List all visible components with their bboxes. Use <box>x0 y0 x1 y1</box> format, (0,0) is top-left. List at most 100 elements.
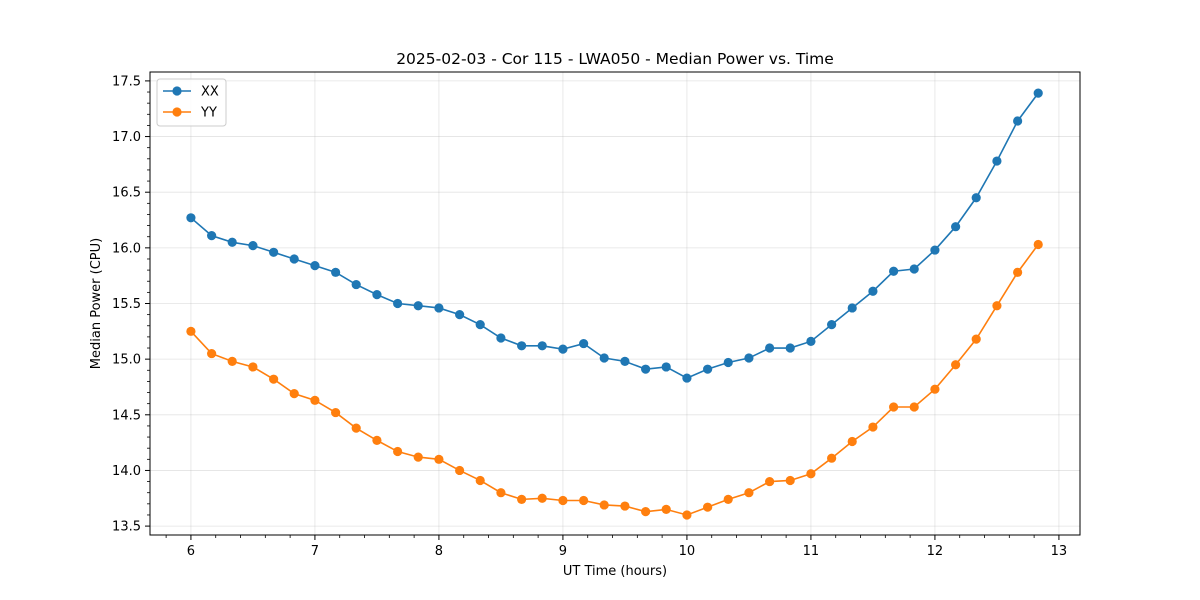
legend-label: XX <box>201 85 219 100</box>
data-point-yy <box>579 495 589 506</box>
data-point-xx <box>537 341 547 351</box>
data-point-yy <box>620 501 630 511</box>
data-point-yy <box>207 348 217 359</box>
data-point-xx <box>434 303 444 313</box>
data-point-xx <box>455 310 465 320</box>
data-point-xx <box>372 289 382 300</box>
data-point-yy <box>909 402 919 412</box>
x-tick-label: 13 <box>1051 544 1068 559</box>
data-point-xx <box>517 341 527 351</box>
data-point-xx <box>951 222 961 232</box>
data-point-xx <box>992 156 1002 166</box>
legend-entry-xx: XX <box>163 85 219 100</box>
data-point-xx <box>889 266 899 276</box>
data-point-yy <box>827 453 837 463</box>
data-point-xx <box>847 303 857 313</box>
data-point-xx <box>682 373 692 383</box>
x-tick-label: 10 <box>679 544 696 559</box>
data-point-yy <box>806 469 816 479</box>
data-point-yy <box>951 360 961 370</box>
data-point-yy <box>744 488 754 498</box>
data-point-xx <box>620 356 630 366</box>
data-point-xx <box>248 241 258 251</box>
legend-label: YY <box>200 106 217 121</box>
x-tick-label: 11 <box>803 544 820 559</box>
data-point-yy <box>310 395 320 405</box>
data-point-yy <box>785 475 795 486</box>
data-point-yy <box>227 356 237 366</box>
data-point-xx <box>227 237 237 247</box>
data-point-xx <box>971 193 981 203</box>
data-point-yy <box>393 446 403 457</box>
y-axis-label: Median Power (CPU) <box>89 238 104 369</box>
data-point-xx <box>661 362 671 372</box>
data-point-xx <box>579 338 589 349</box>
data-point-yy <box>723 494 733 504</box>
data-point-yy <box>971 334 981 344</box>
legend-marker <box>172 107 182 117</box>
data-point-yy <box>930 384 940 394</box>
series-yy <box>186 239 1043 520</box>
data-point-xx <box>186 213 196 223</box>
data-point-yy <box>868 422 878 432</box>
data-point-yy <box>661 504 671 515</box>
data-point-xx <box>806 336 816 346</box>
series-xx <box>186 88 1043 383</box>
data-point-yy <box>641 507 651 517</box>
data-point-yy <box>351 423 361 433</box>
data-point-xx <box>269 247 279 257</box>
y-tick-label: 14.0 <box>112 464 141 479</box>
data-point-yy <box>537 493 547 503</box>
data-point-yy <box>434 454 444 464</box>
data-point-yy <box>889 402 899 412</box>
data-point-xx <box>351 279 361 290</box>
data-point-yy <box>496 488 506 498</box>
data-point-xx <box>703 364 713 374</box>
data-point-yy <box>992 301 1002 311</box>
data-point-xx <box>599 353 609 363</box>
y-tick-label: 15.0 <box>112 353 141 368</box>
data-point-yy <box>331 407 341 418</box>
chart-title: 2025-02-03 - Cor 115 - LWA050 - Median P… <box>396 50 834 68</box>
data-point-yy <box>186 326 196 336</box>
data-point-xx <box>765 343 775 353</box>
data-point-yy <box>558 495 568 506</box>
data-point-xx <box>496 333 506 343</box>
data-point-xx <box>289 254 299 264</box>
data-point-yy <box>455 465 465 476</box>
x-tick-label: 7 <box>311 544 319 559</box>
data-point-xx <box>1033 88 1043 98</box>
data-point-xx <box>930 245 940 255</box>
data-point-xx <box>723 357 733 368</box>
data-point-yy <box>682 510 692 520</box>
data-point-xx <box>310 261 320 271</box>
data-point-yy <box>289 389 299 399</box>
data-point-xx <box>207 231 217 241</box>
y-tick-label: 17.5 <box>112 74 141 89</box>
data-point-xx <box>785 343 795 353</box>
y-tick-label: 14.5 <box>112 408 141 423</box>
x-tick-label: 12 <box>927 544 944 559</box>
x-tick-label: 6 <box>187 544 195 559</box>
y-tick-label: 15.5 <box>112 297 141 312</box>
data-point-yy <box>703 502 713 512</box>
x-tick-label: 9 <box>559 544 567 559</box>
y-tick-label: 16.0 <box>112 241 141 256</box>
data-point-yy <box>1033 239 1043 250</box>
data-point-yy <box>847 436 857 447</box>
data-point-yy <box>269 374 279 384</box>
data-point-xx <box>393 298 403 309</box>
data-point-yy <box>765 476 775 487</box>
x-tick-label: 8 <box>435 544 443 559</box>
plot-series <box>186 88 1043 520</box>
data-point-xx <box>413 301 423 311</box>
data-point-xx <box>868 286 878 296</box>
data-point-yy <box>1013 267 1023 277</box>
data-point-yy <box>372 435 382 445</box>
data-point-xx <box>641 364 651 374</box>
data-point-yy <box>475 475 485 486</box>
data-point-xx <box>331 267 341 277</box>
axis-ticks: 6 7 8 9 10 11 12 13 13.5 14.0 14.5 15.0 15.5 16.0 16.5… <box>112 74 1067 559</box>
data-point-yy <box>413 452 423 462</box>
